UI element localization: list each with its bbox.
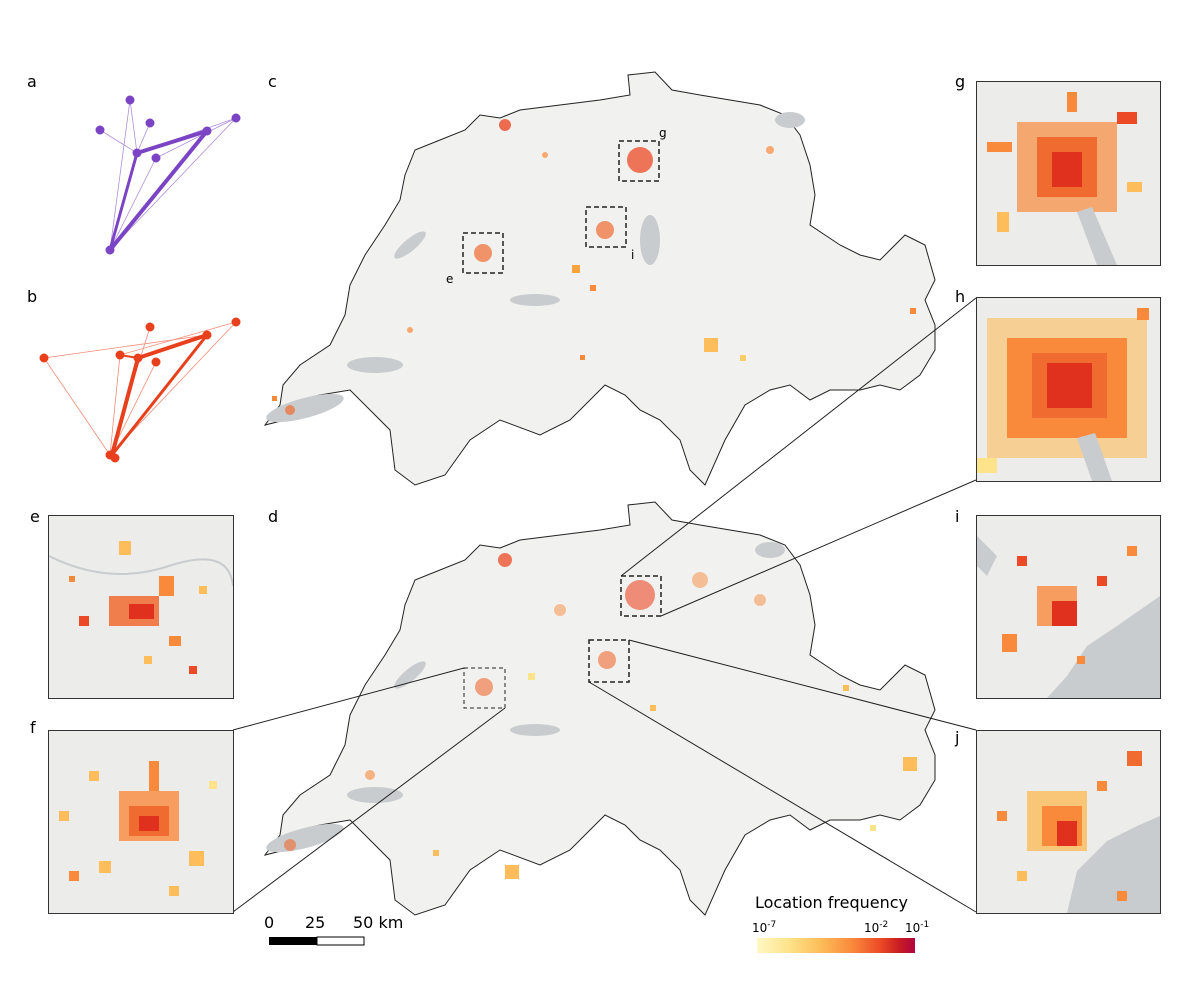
- legend-tick-min: 10-7: [752, 920, 777, 935]
- graph-a-node: [151, 153, 161, 163]
- graph-b-node: [145, 322, 155, 332]
- graph-a: [95, 95, 241, 255]
- switzerland-outline-c: [263, 71, 936, 486]
- panel-label-h: h: [955, 287, 966, 306]
- legend-title: Location frequency: [755, 893, 909, 912]
- inset-h: [976, 297, 1161, 482]
- scale-bar: [269, 936, 365, 946]
- graph-a-node: [145, 118, 155, 128]
- graph-b-node: [115, 350, 125, 360]
- scale-tick-25: 25: [305, 913, 326, 932]
- graph-b-node: [202, 330, 212, 340]
- panel-label-j: j: [955, 728, 960, 747]
- panel-label-c: c: [268, 72, 277, 91]
- map-c: [263, 71, 936, 486]
- map-marker-g: g: [659, 126, 667, 140]
- legend-colorbar: [757, 938, 915, 953]
- graph-a-node: [125, 95, 135, 105]
- inset-i: [976, 515, 1161, 699]
- graph-a-node: [105, 245, 115, 255]
- graph-b-node: [133, 353, 143, 363]
- connector-lines: [232, 297, 977, 913]
- panel-label-f: f: [30, 718, 36, 737]
- inset-e: [48, 515, 234, 699]
- switzerland-outline-d: [263, 501, 936, 916]
- panel-label-e: e: [30, 507, 40, 526]
- panel-label-g: g: [955, 72, 966, 91]
- panel-label-b: b: [27, 287, 38, 306]
- graph-a-node: [95, 125, 105, 135]
- graph-b: [39, 317, 241, 463]
- panel-label-i: i: [955, 507, 960, 526]
- inset-f: [48, 730, 234, 914]
- map-marker-e: e: [446, 272, 454, 286]
- scale-tick-50: 50 km: [353, 913, 404, 932]
- graph-b-node: [39, 353, 49, 363]
- legend-tick-max: 10-1: [905, 920, 930, 935]
- graph-b-node: [151, 357, 161, 367]
- graph-a-node: [132, 148, 142, 158]
- inset-j: [976, 730, 1161, 914]
- scale-tick-0: 0: [264, 913, 275, 932]
- inset-g: [976, 81, 1161, 266]
- graph-b-node: [231, 317, 241, 327]
- graph-a-node: [231, 113, 241, 123]
- legend-tick-mid: 10-2: [864, 920, 889, 935]
- map-d: [263, 501, 936, 916]
- map-marker-i: i: [631, 248, 635, 262]
- panel-label-a: a: [27, 72, 37, 91]
- graph-b-node: [110, 453, 120, 463]
- panel-label-d: d: [268, 507, 279, 526]
- graph-a-node: [202, 126, 212, 136]
